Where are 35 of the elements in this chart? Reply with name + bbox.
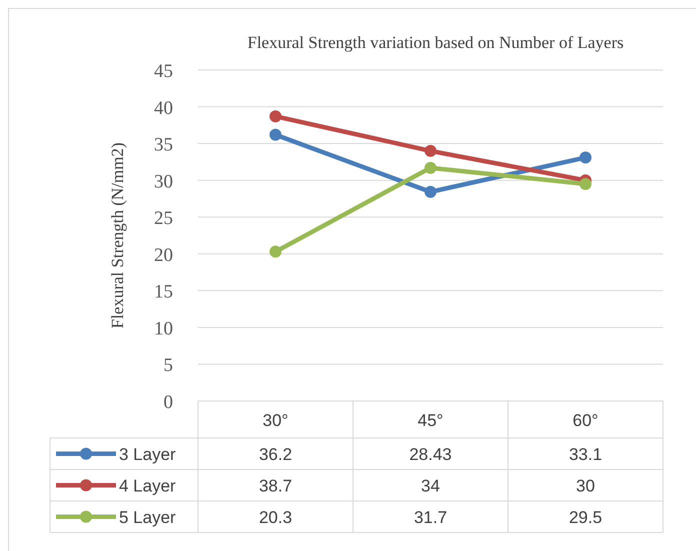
- data-label: 31.7: [414, 508, 448, 527]
- data-label: 38.7: [258, 476, 292, 496]
- point: [424, 162, 436, 174]
- legend-label: 5 Layer: [119, 508, 176, 527]
- chart-title: Flexural Strength variation based on Number of Layers: [247, 33, 624, 52]
- legend-label: 4 Layer: [119, 476, 176, 496]
- data-label: 30: [576, 476, 595, 496]
- y-tick-label: 45: [154, 61, 173, 82]
- y-tick-label: 40: [154, 98, 173, 119]
- data-label: 28.43: [409, 444, 452, 464]
- point: [424, 144, 436, 157]
- legend-label: 3 Layer: [119, 444, 176, 464]
- point: [270, 246, 282, 258]
- point: [580, 152, 592, 164]
- point: [580, 178, 592, 190]
- y-tick-label: 30: [154, 171, 173, 192]
- data-label: 34: [421, 476, 440, 496]
- data-label: 33.1: [568, 444, 602, 464]
- y-tick-label: 20: [154, 244, 173, 266]
- point: [270, 128, 282, 141]
- y-axis-title: Flexural Strength (N/mm2): [108, 142, 127, 329]
- y-tick-label: 35: [154, 134, 173, 156]
- x-tick-label: 60°: [572, 411, 598, 430]
- y-tick-label: 5: [164, 355, 173, 376]
- y-tick-label: 0: [164, 392, 173, 413]
- point: [424, 186, 436, 198]
- x-tick-label: 30°: [262, 411, 288, 430]
- point: [270, 110, 282, 122]
- y-tick-label: 25: [154, 208, 173, 230]
- y-tick-label: 10: [154, 318, 173, 340]
- data-label: 29.5: [568, 508, 602, 527]
- x-tick-label: 45°: [418, 411, 444, 430]
- y-tick-label: 15: [154, 282, 173, 303]
- data-label: 20.3: [258, 508, 292, 527]
- data-label: 36.2: [258, 444, 292, 464]
